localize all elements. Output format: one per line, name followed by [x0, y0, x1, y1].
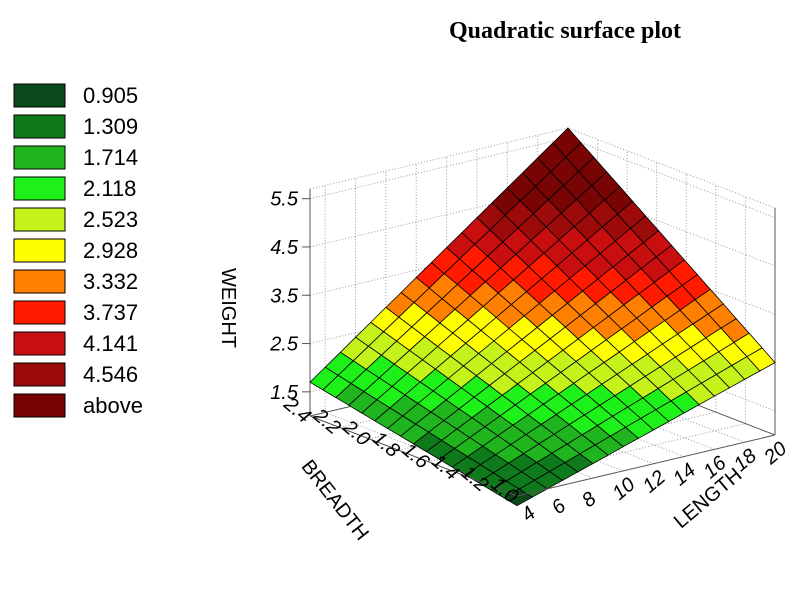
legend-label: 3.737 — [83, 300, 138, 325]
z-tick-label: 4.5 — [270, 237, 299, 259]
x-tick-label: 12 — [639, 466, 670, 497]
z-tick-label: 1.5 — [270, 382, 299, 404]
legend-swatch — [13, 207, 66, 232]
legend-label: 0.905 — [83, 83, 138, 108]
legend-label: above — [83, 393, 143, 418]
legend-label: 2.928 — [83, 238, 138, 263]
plot-box-front — [309, 415, 776, 497]
x-tick-label: 6 — [548, 494, 571, 519]
z-axis-title: WEIGHT — [217, 268, 239, 348]
legend-swatch — [13, 362, 66, 387]
legend-label: 4.141 — [83, 331, 138, 356]
legend-swatch — [13, 331, 66, 356]
x-tick-label: 10 — [608, 474, 639, 505]
legend-swatch — [13, 300, 66, 325]
surface-mesh — [309, 127, 776, 507]
legend-label: 1.309 — [83, 114, 138, 139]
z-tick-label: 3.5 — [270, 285, 299, 307]
surface-cell — [503, 488, 533, 507]
legend-swatch — [13, 269, 66, 294]
legend: 0.905 1.309 1.714 2.118 2.523 2.928 3.332 3.737… — [13, 83, 143, 418]
legend-label: 3.332 — [83, 269, 138, 294]
legend-swatch — [13, 393, 66, 418]
legend-swatch — [13, 83, 66, 108]
legend-label: 4.546 — [83, 362, 138, 387]
legend-swatch — [13, 114, 66, 139]
x-tick-label: 14 — [669, 459, 700, 490]
x-tick-label: 20 — [759, 438, 791, 470]
legend-label: 2.118 — [83, 176, 136, 201]
z-tick-label: 5.5 — [270, 189, 299, 211]
legend-label: 2.523 — [83, 207, 138, 232]
z-tick-label: 2.5 — [269, 334, 299, 356]
legend-label: 1.714 — [83, 145, 138, 170]
x-tick-label: 4 — [517, 502, 540, 526]
legend-swatch — [13, 145, 66, 170]
chart-title: Quadratic surface plot — [449, 18, 681, 44]
y-axis-title: BREADTH — [297, 456, 373, 545]
legend-swatch — [13, 176, 66, 201]
x-tick-label: 8 — [578, 488, 601, 512]
legend-swatch — [13, 238, 66, 263]
